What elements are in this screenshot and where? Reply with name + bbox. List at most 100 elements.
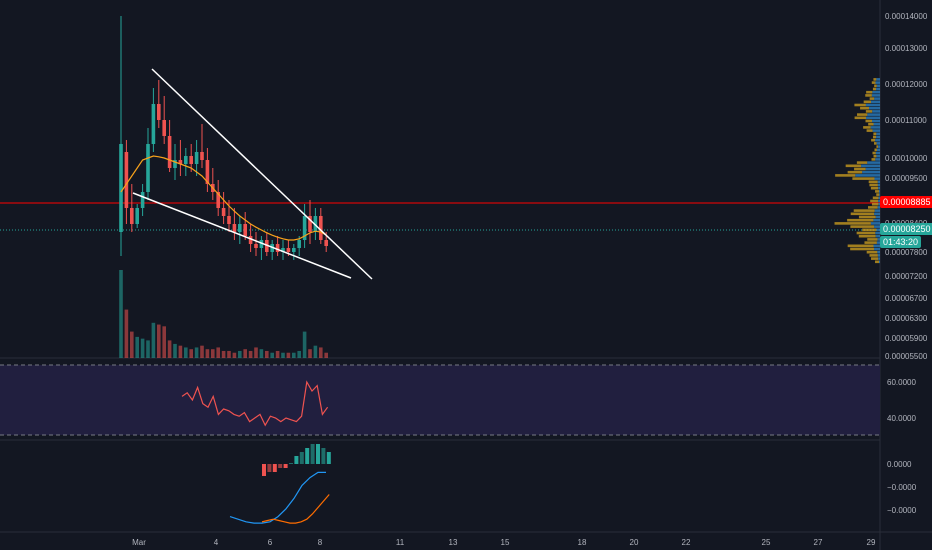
candle-body[interactable]: [119, 144, 123, 232]
macd-line[interactable]: [229, 471, 326, 524]
candle-body[interactable]: [135, 208, 139, 224]
candle-body[interactable]: [146, 144, 150, 192]
volume-profile-row: [835, 174, 856, 177]
highlight-price-tag: 0.00008885: [880, 196, 932, 208]
volume-bar: [189, 349, 193, 358]
candle-body[interactable]: [184, 156, 188, 164]
candle-body[interactable]: [286, 248, 291, 252]
volume-bar: [270, 352, 274, 358]
volume-bar: [167, 340, 172, 358]
time-axis-label: 25: [762, 538, 771, 547]
candle-body[interactable]: [281, 248, 285, 252]
price-axis-label: 0.00005500: [885, 352, 928, 361]
volume-bar: [200, 345, 204, 358]
candle-body[interactable]: [292, 248, 296, 252]
volume-profile-row: [874, 225, 880, 228]
candle-body[interactable]: [221, 208, 226, 216]
volume-profile-row: [876, 132, 880, 136]
rsi-line[interactable]: [181, 380, 329, 427]
volume-bar: [194, 347, 199, 358]
volume-profile-row: [865, 103, 880, 107]
candle-body[interactable]: [130, 208, 134, 224]
volume-profile-row: [877, 250, 880, 254]
volume-profile-row: [875, 138, 880, 142]
volume-profile[interactable]: [834, 78, 880, 264]
macd-histogram-bar: [294, 456, 299, 464]
candle-body[interactable]: [167, 136, 172, 168]
macd-histogram-bar: [305, 448, 310, 464]
candle-body[interactable]: [302, 216, 307, 240]
candle-body[interactable]: [140, 192, 145, 208]
candle-body[interactable]: [151, 104, 156, 144]
rsi-axis[interactable]: 60.0000 40.0000: [887, 378, 916, 423]
volume-profile-row: [856, 161, 868, 164]
volume-profile-row: [873, 218, 880, 222]
candle-body[interactable]: [265, 240, 269, 252]
volume-profile-row: [875, 231, 880, 235]
volume-profile-row: [873, 132, 877, 136]
volume-profile-row: [869, 183, 878, 187]
volume-bar: [119, 270, 123, 358]
volume-profile-row: [857, 113, 868, 116]
volume-profile-row: [868, 180, 878, 184]
price-axis-label: 0.00005900: [885, 334, 928, 343]
macd-axis[interactable]: 0.0000 −0.0000 −0.0000: [887, 460, 917, 515]
candle-body[interactable]: [319, 216, 323, 240]
signal-line[interactable]: [261, 494, 330, 524]
volume-profile-row: [854, 116, 867, 120]
time-axis-label: 18: [578, 538, 587, 547]
candle-body[interactable]: [205, 160, 210, 184]
volume-bar: [221, 350, 226, 358]
candle-body[interactable]: [194, 152, 199, 164]
candle-body[interactable]: [189, 156, 193, 164]
volume-profile-row: [873, 154, 877, 158]
volume-bar: [232, 352, 237, 358]
volume-profile-row: [867, 238, 878, 241]
candle-body[interactable]: [297, 240, 301, 248]
macd-histogram-bar: [326, 452, 331, 464]
time-axis-label: 29: [867, 538, 876, 547]
candle-body[interactable]: [124, 152, 129, 208]
moving-average-line[interactable]: [120, 155, 327, 241]
candle-body[interactable]: [324, 240, 328, 246]
candle-body[interactable]: [227, 216, 231, 224]
volume-profile-row: [875, 151, 880, 155]
volume-bar: [140, 338, 145, 358]
candle-body[interactable]: [275, 244, 280, 252]
candle-body[interactable]: [254, 244, 258, 248]
volume-profile-row: [874, 84, 877, 88]
volume-profile-row: [873, 122, 880, 126]
time-axis[interactable]: Mar 4 6 8 11 13 15 18 20 22 25 27 29: [132, 538, 876, 547]
volume-profile-row: [865, 167, 880, 171]
macd-axis-label: −0.0000: [887, 483, 917, 492]
volume-bar: [275, 350, 280, 358]
volume-profile-row: [866, 250, 878, 254]
volume-profile-row: [847, 170, 863, 174]
volume-bar: [265, 350, 269, 358]
volume-profile-row: [862, 228, 877, 232]
volume-profile-row: [878, 196, 880, 200]
volume-profile-row: [875, 234, 880, 238]
candle-body[interactable]: [308, 216, 312, 232]
time-axis-label: 11: [396, 538, 405, 547]
candle-body[interactable]: [216, 192, 220, 208]
candle-body[interactable]: [238, 224, 242, 232]
candle-body[interactable]: [259, 240, 264, 248]
candle-body[interactable]: [162, 120, 166, 136]
candle-body[interactable]: [173, 160, 177, 168]
candle-body[interactable]: [243, 224, 247, 236]
candle-body[interactable]: [232, 224, 237, 232]
candle-body[interactable]: [157, 104, 161, 120]
candle-body[interactable]: [248, 236, 253, 244]
candle-body[interactable]: [200, 152, 204, 160]
price-axis-label: 0.00009500: [885, 174, 928, 183]
falling-wedge-trendlines[interactable]: [132, 68, 373, 280]
volume-profile-row: [869, 106, 880, 110]
time-axis-label: 22: [682, 538, 691, 547]
candle-body[interactable]: [178, 160, 183, 164]
volume-profile-row: [875, 158, 880, 161]
volume-bar: [319, 347, 323, 358]
upper-trendline[interactable]: [151, 68, 373, 280]
lower-trendline[interactable]: [132, 192, 352, 279]
